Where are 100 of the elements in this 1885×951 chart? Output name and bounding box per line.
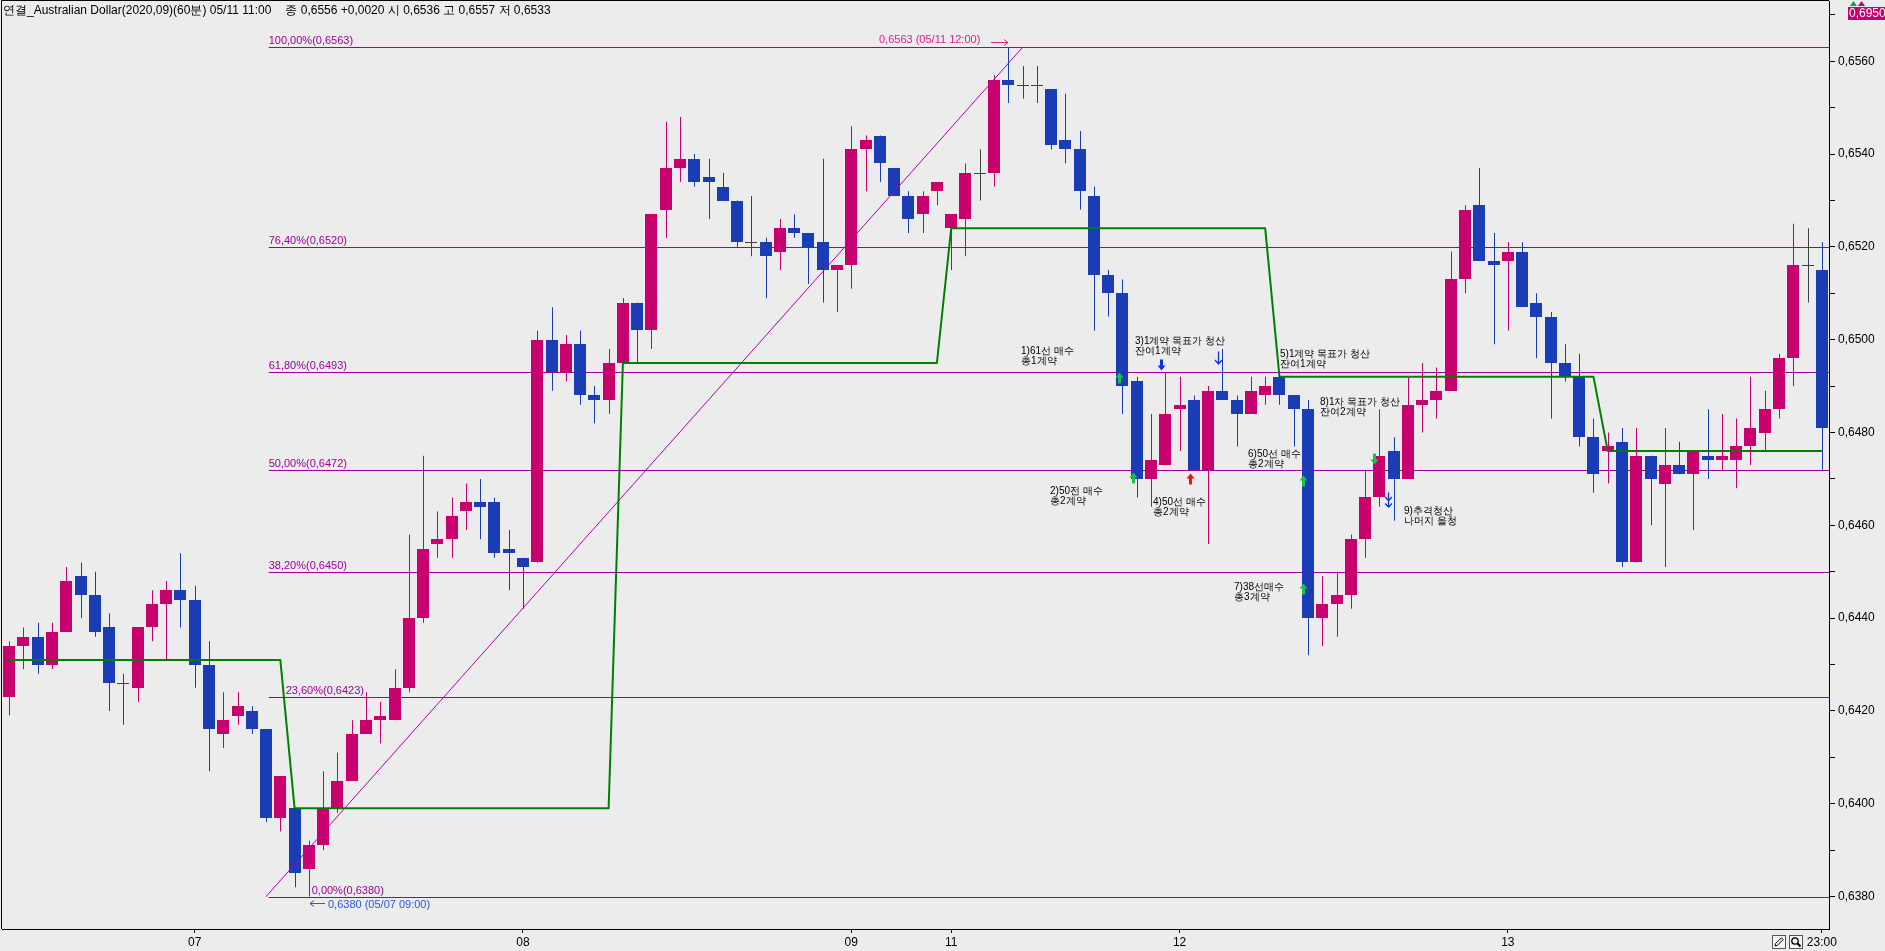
candlestick xyxy=(1530,293,1542,359)
candlestick xyxy=(988,75,1000,187)
candlestick xyxy=(1316,576,1328,646)
candlestick xyxy=(1445,251,1457,391)
annotation: 총2계약 xyxy=(1248,458,1284,469)
candlestick xyxy=(389,669,401,721)
candlestick xyxy=(959,163,971,257)
candlestick xyxy=(246,706,258,735)
candlestick xyxy=(1045,89,1057,150)
candlestick xyxy=(845,126,857,289)
y-tick-label: 0,6440 xyxy=(1838,610,1876,625)
annotation: 잔여1계약 xyxy=(1280,358,1326,369)
candlestick xyxy=(1074,130,1086,210)
candlestick xyxy=(1545,311,1557,419)
candlestick xyxy=(1388,437,1400,521)
candlestick xyxy=(660,121,672,238)
candlestick xyxy=(631,302,643,363)
candlestick xyxy=(60,567,72,633)
candlestick xyxy=(1573,353,1585,447)
candlestick xyxy=(1259,376,1271,405)
annotation: 6)50선 매수 xyxy=(1248,448,1301,459)
y-tick-label: 0,6560 xyxy=(1838,53,1876,68)
candlestick xyxy=(717,172,729,201)
candlestick xyxy=(1059,93,1071,164)
candlestick xyxy=(645,214,657,349)
candlestick xyxy=(917,191,929,233)
annotation: 총2계약 xyxy=(1153,506,1189,517)
candlestick xyxy=(860,135,872,192)
candlestick xyxy=(788,214,800,238)
candlestick xyxy=(117,673,129,725)
candlestick xyxy=(1430,367,1442,419)
candlestick xyxy=(802,233,814,285)
candlestick xyxy=(17,627,29,670)
candlestick xyxy=(1402,376,1414,479)
candlestick xyxy=(488,497,500,558)
candlestick xyxy=(1759,390,1771,452)
x-tick-label: 08 xyxy=(516,934,530,949)
x-tick-label: 23:00 xyxy=(1806,934,1838,949)
candlestick xyxy=(1416,362,1428,433)
candlestick xyxy=(146,590,158,642)
candlestick xyxy=(588,386,600,424)
x-tick-label: 07 xyxy=(188,934,202,949)
candlestick xyxy=(931,181,943,206)
annotation: 5)1계약 목표가 청산 xyxy=(1280,348,1371,359)
candlestick xyxy=(503,529,515,591)
ref-line-label: 38,20%(0,6450) xyxy=(268,559,347,572)
candlestick xyxy=(274,775,286,832)
x-tick-label: 11 xyxy=(944,934,958,949)
candlestick xyxy=(1587,418,1599,493)
annotation: 8)1차 목표가 청산 xyxy=(1320,396,1401,407)
candlestick xyxy=(617,297,629,363)
annotation: 총2계약 xyxy=(1050,495,1086,506)
candlestick xyxy=(1502,242,1514,331)
y-tick-label: 0,6520 xyxy=(1838,239,1876,254)
candlestick xyxy=(1687,451,1699,530)
candlestick xyxy=(1802,228,1814,303)
candlestick xyxy=(1645,455,1657,526)
candlestick xyxy=(1673,441,1685,475)
candlestick xyxy=(760,237,772,298)
candlestick xyxy=(1702,409,1714,479)
candlestick xyxy=(1516,242,1528,308)
candlestick xyxy=(574,330,586,405)
candlestick xyxy=(1088,186,1100,331)
ref-line-label: 61,80%(0,6493) xyxy=(268,359,347,372)
annotation: 잔여1계약 xyxy=(1135,345,1181,356)
candlestick xyxy=(1488,233,1500,345)
candlestick xyxy=(346,720,358,781)
candlestick xyxy=(403,534,415,693)
candlestick xyxy=(560,335,572,382)
candlestick xyxy=(1031,65,1043,104)
candlestick xyxy=(531,330,543,563)
ref-line-label: 0,00%(0,6380) xyxy=(311,884,384,897)
y-tick-label: 0,6500 xyxy=(1838,332,1876,347)
candlestick xyxy=(189,585,201,688)
text: 0,6950 xyxy=(1848,6,1885,20)
candlestick xyxy=(674,117,686,182)
candlestick xyxy=(1174,376,1186,452)
y-tick-label: 0,6460 xyxy=(1838,517,1876,532)
candlestick xyxy=(1716,413,1728,470)
candlestick xyxy=(1459,205,1471,294)
candlestick xyxy=(1359,469,1371,558)
candlestick xyxy=(745,195,757,257)
annotation: 9)추격청산 xyxy=(1404,505,1453,516)
y-tick-label: 0,6480 xyxy=(1838,424,1876,439)
candlestick xyxy=(603,349,615,414)
chart-subtitle: 종 0,6556 +0,0020 시 0,6536 고 0,6557 저 0,6533 xyxy=(285,3,551,17)
x-tick-label: 12 xyxy=(1172,934,1187,949)
candlestick xyxy=(1188,395,1200,470)
candlestick xyxy=(1273,372,1285,405)
candlestick xyxy=(688,154,700,187)
candlestick xyxy=(1616,427,1628,568)
annotation: 4)50선 매수 xyxy=(1153,496,1206,507)
candlestick xyxy=(874,135,886,182)
candlestick xyxy=(817,158,829,303)
candlestick xyxy=(132,627,144,702)
candlestick xyxy=(75,562,87,619)
candlestick xyxy=(174,553,186,628)
chart-title: 연결_Australian Dollar(2020,09)(60분) 05/11 11:00 xyxy=(3,3,272,17)
candlestick xyxy=(1659,427,1671,568)
candlestick xyxy=(1288,395,1300,447)
